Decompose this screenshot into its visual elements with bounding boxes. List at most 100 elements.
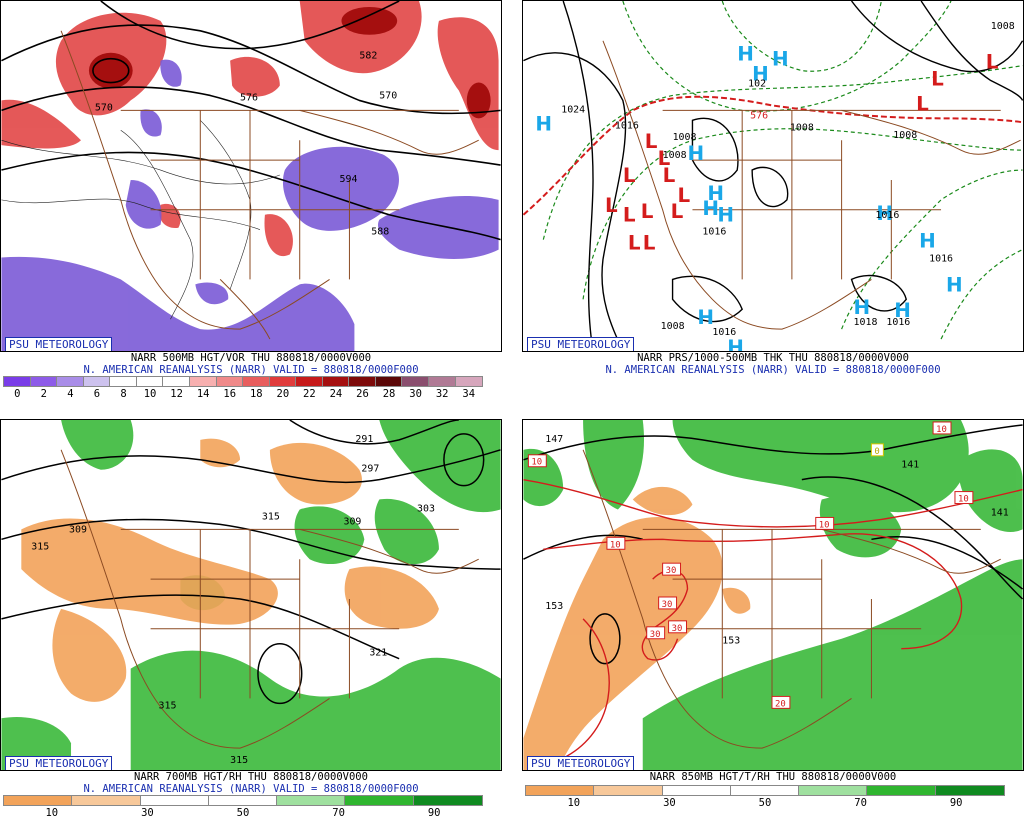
colorbar-swatch	[71, 795, 142, 806]
thickness-576-line	[523, 95, 1023, 216]
temp-label: 10	[819, 520, 830, 530]
panel-500mb-hgt-vor: 570 570 588 576 594 582 PSU METEOROLOGY …	[0, 0, 502, 400]
contour-label-582: 582	[359, 51, 377, 62]
contour-label-576: 576	[240, 92, 258, 103]
contour-label-570-west: 570	[95, 102, 113, 113]
high-symbol: H	[737, 43, 754, 66]
colorbar-vorticity-labels: 0 2 4 6 8 10 12 14 16 18 20 22 24 26 28 30 32 34	[4, 388, 482, 400]
colorbar-rh-850	[524, 785, 1005, 796]
low-symbol: L	[663, 164, 676, 187]
map-850mb-graphic: 147 141 141 153 153 10 10 10 10 0 10 30	[523, 420, 1023, 770]
map-500mb: 570 570 588 576 594 582 PSU METEOROLOGY	[0, 0, 502, 352]
high-symbol: H	[919, 230, 936, 253]
colorbar-swatch	[866, 785, 937, 796]
colorbar-rh-700	[2, 795, 483, 806]
contour-label-570-east: 570	[379, 90, 397, 101]
isobar-label: 1008	[790, 122, 814, 133]
height-contours	[1, 1, 501, 241]
temperature-labels: 10 10 10 10 0 10 30 30 30 30 2	[527, 421, 974, 709]
colorbar-swatch	[454, 376, 484, 387]
panel-prs-thk: H H H H H H H H H H H H H H H L L L	[522, 0, 1024, 400]
colorbar-swatch	[321, 376, 351, 387]
contour-label-315-north: 315	[262, 511, 280, 522]
colorbar-swatch	[276, 795, 347, 806]
political-borders	[60, 449, 479, 749]
colorbar-swatch	[798, 785, 869, 796]
high-symbol: H	[535, 112, 552, 135]
dry-areas	[21, 438, 439, 702]
contour-label-594: 594	[339, 174, 357, 185]
dry-areas	[523, 486, 751, 770]
colorbar-label: 18	[249, 388, 263, 400]
colorbar-label: 30	[409, 388, 422, 400]
contour-label-309-west: 309	[69, 524, 87, 535]
colorbar-label: 6	[93, 388, 101, 400]
isobar-label: 1016	[712, 327, 736, 338]
contour-label-141-north: 141	[901, 460, 919, 471]
colorbar-swatch	[374, 376, 404, 387]
colorbar-swatch	[412, 795, 483, 806]
colorbar-label: 30	[141, 807, 154, 819]
high-symbol: H	[946, 273, 963, 296]
colorbar-label: 12	[170, 388, 183, 400]
colorbar-swatch	[428, 376, 457, 387]
colorbar-swatch	[242, 376, 271, 387]
colorbar-label: 20	[276, 388, 290, 400]
colorbar-label: 10	[143, 388, 157, 400]
colorbar-swatch	[661, 785, 732, 796]
high-symbol: H	[697, 306, 714, 329]
panel-title-line2: N. AMERICAN REANALYSIS (NARR) VALID = 88…	[605, 364, 941, 376]
panel-title-line1: NARR 700MB HGT/RH THU 880818/0000V000	[134, 771, 368, 783]
temp-label: 10	[531, 458, 542, 468]
high-symbol: H	[687, 142, 704, 165]
contour-label-153-west: 153	[545, 601, 563, 612]
isobar-label: 1008	[673, 132, 697, 143]
contour-label-153-central: 153	[722, 636, 740, 647]
colorbar-label: 50	[758, 797, 772, 809]
colorbar-swatch	[162, 376, 191, 387]
colorbar-swatch	[109, 376, 138, 387]
colorbar-swatch	[215, 376, 245, 387]
low-pressure-symbols: L L L L L L L L L L L L L L	[605, 51, 999, 255]
colorbar-swatch	[207, 795, 279, 806]
high-symbol: H	[876, 202, 893, 225]
low-symbol: L	[623, 204, 636, 227]
psu-meteorology-credit: PSU METEOROLOGY	[527, 756, 635, 770]
psu-meteorology-credit: PSU METEOROLOGY	[5, 756, 113, 770]
colorbar-swatch	[524, 785, 596, 796]
colorbar-label: 4	[67, 388, 74, 400]
colorbar-swatch	[56, 376, 85, 387]
low-symbol: L	[678, 184, 691, 207]
low-symbol: L	[605, 194, 618, 217]
low-symbol: L	[671, 200, 684, 223]
isobars	[523, 1, 1023, 351]
contour-label-303: 303	[417, 503, 435, 514]
panel-850mb-hgt-t-rh: 147 141 141 153 153 10 10 10 10 0 10 30	[522, 419, 1024, 819]
map-prs-thk-graphic: H H H H H H H H H H H H H H H L L L	[523, 1, 1023, 351]
colorbar-swatch	[3, 376, 32, 387]
panel-title-line2: N. AMERICAN REANALYSIS (NARR) VALID = 88…	[83, 364, 419, 376]
high-symbol: H	[707, 182, 724, 205]
colorbar-label: 34	[462, 388, 476, 400]
colorbar-label: 14	[196, 388, 210, 400]
high-symbol: H	[727, 336, 744, 351]
colorbar-swatch	[934, 785, 1005, 796]
map-prs-thk: H H H H H H H H H H H H H H H L L L	[522, 0, 1024, 352]
map-700mb-graphic: 291 297 303 309 309 315 315 321 315 315	[1, 420, 501, 770]
high-symbol: H	[772, 48, 789, 71]
contour-label-141-east: 141	[991, 507, 1009, 518]
colorbar-label: 90	[949, 797, 963, 809]
contour-label-315-south: 315	[159, 700, 177, 711]
panel-700mb-hgt-rh: 291 297 303 309 309 315 315 321 315 315 …	[0, 419, 502, 819]
low-symbol: L	[986, 51, 999, 74]
low-symbol: L	[931, 68, 944, 91]
temp-label: 10	[936, 425, 947, 435]
colorbar-label: 10	[567, 797, 581, 809]
isobar-label: 102	[748, 79, 766, 90]
map-850mb: 147 141 141 153 153 10 10 10 10 0 10 30	[522, 419, 1024, 771]
map-700mb: 291 297 303 309 309 315 315 321 315 315 …	[0, 419, 502, 771]
colorbar-swatch	[82, 376, 112, 387]
colorbar-swatch	[295, 376, 324, 387]
panel-title-line1: NARR PRS/1000-500MB THK THU 880818/0000V…	[637, 352, 909, 364]
contour-label-309-east: 309	[343, 516, 361, 527]
